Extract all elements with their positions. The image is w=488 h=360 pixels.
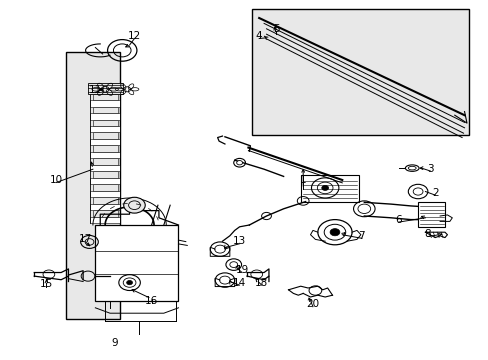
Bar (90, 100, 120, 107)
Text: 5: 5 (272, 24, 279, 34)
Text: 7: 7 (358, 231, 365, 241)
Bar (93, 158, 117, 165)
Bar (417, 202, 444, 227)
Bar (90, 113, 120, 120)
Circle shape (123, 197, 145, 213)
Text: 12: 12 (127, 31, 141, 41)
Bar (93, 210, 117, 217)
Text: 4: 4 (255, 31, 262, 41)
Bar (93, 132, 117, 139)
Bar (90, 178, 120, 184)
Bar (93, 145, 117, 152)
Bar (87, 83, 122, 94)
Text: 9: 9 (111, 338, 118, 348)
Text: 15: 15 (40, 279, 53, 289)
Bar (93, 171, 117, 178)
Bar (90, 165, 120, 171)
Text: 11: 11 (88, 85, 102, 95)
Text: 2: 2 (431, 188, 438, 198)
Bar (300, 175, 359, 202)
Bar (93, 184, 117, 191)
Bar (93, 94, 117, 100)
Text: 16: 16 (144, 296, 158, 306)
Text: 14: 14 (232, 278, 246, 288)
Circle shape (236, 161, 242, 165)
Text: 10: 10 (50, 175, 62, 185)
Bar (90, 152, 120, 158)
Bar (93, 197, 117, 204)
Circle shape (321, 185, 328, 190)
Bar (90, 217, 120, 223)
Text: 1: 1 (299, 175, 306, 185)
Text: 13: 13 (232, 236, 246, 246)
Bar (90, 139, 120, 145)
Bar (90, 126, 120, 132)
Circle shape (126, 280, 132, 285)
Text: 20: 20 (306, 299, 319, 309)
Circle shape (329, 229, 339, 236)
Text: 19: 19 (235, 265, 248, 275)
Text: 3: 3 (426, 164, 433, 174)
Text: 18: 18 (254, 278, 268, 288)
Bar (66, 52, 120, 319)
Bar (90, 204, 120, 210)
Bar (93, 120, 117, 126)
Bar (95, 225, 178, 301)
Bar (93, 107, 117, 113)
Text: 6: 6 (394, 215, 401, 225)
Bar (90, 191, 120, 197)
Text: 17: 17 (79, 234, 92, 244)
Bar (251, 9, 468, 135)
Text: 8: 8 (424, 229, 430, 239)
